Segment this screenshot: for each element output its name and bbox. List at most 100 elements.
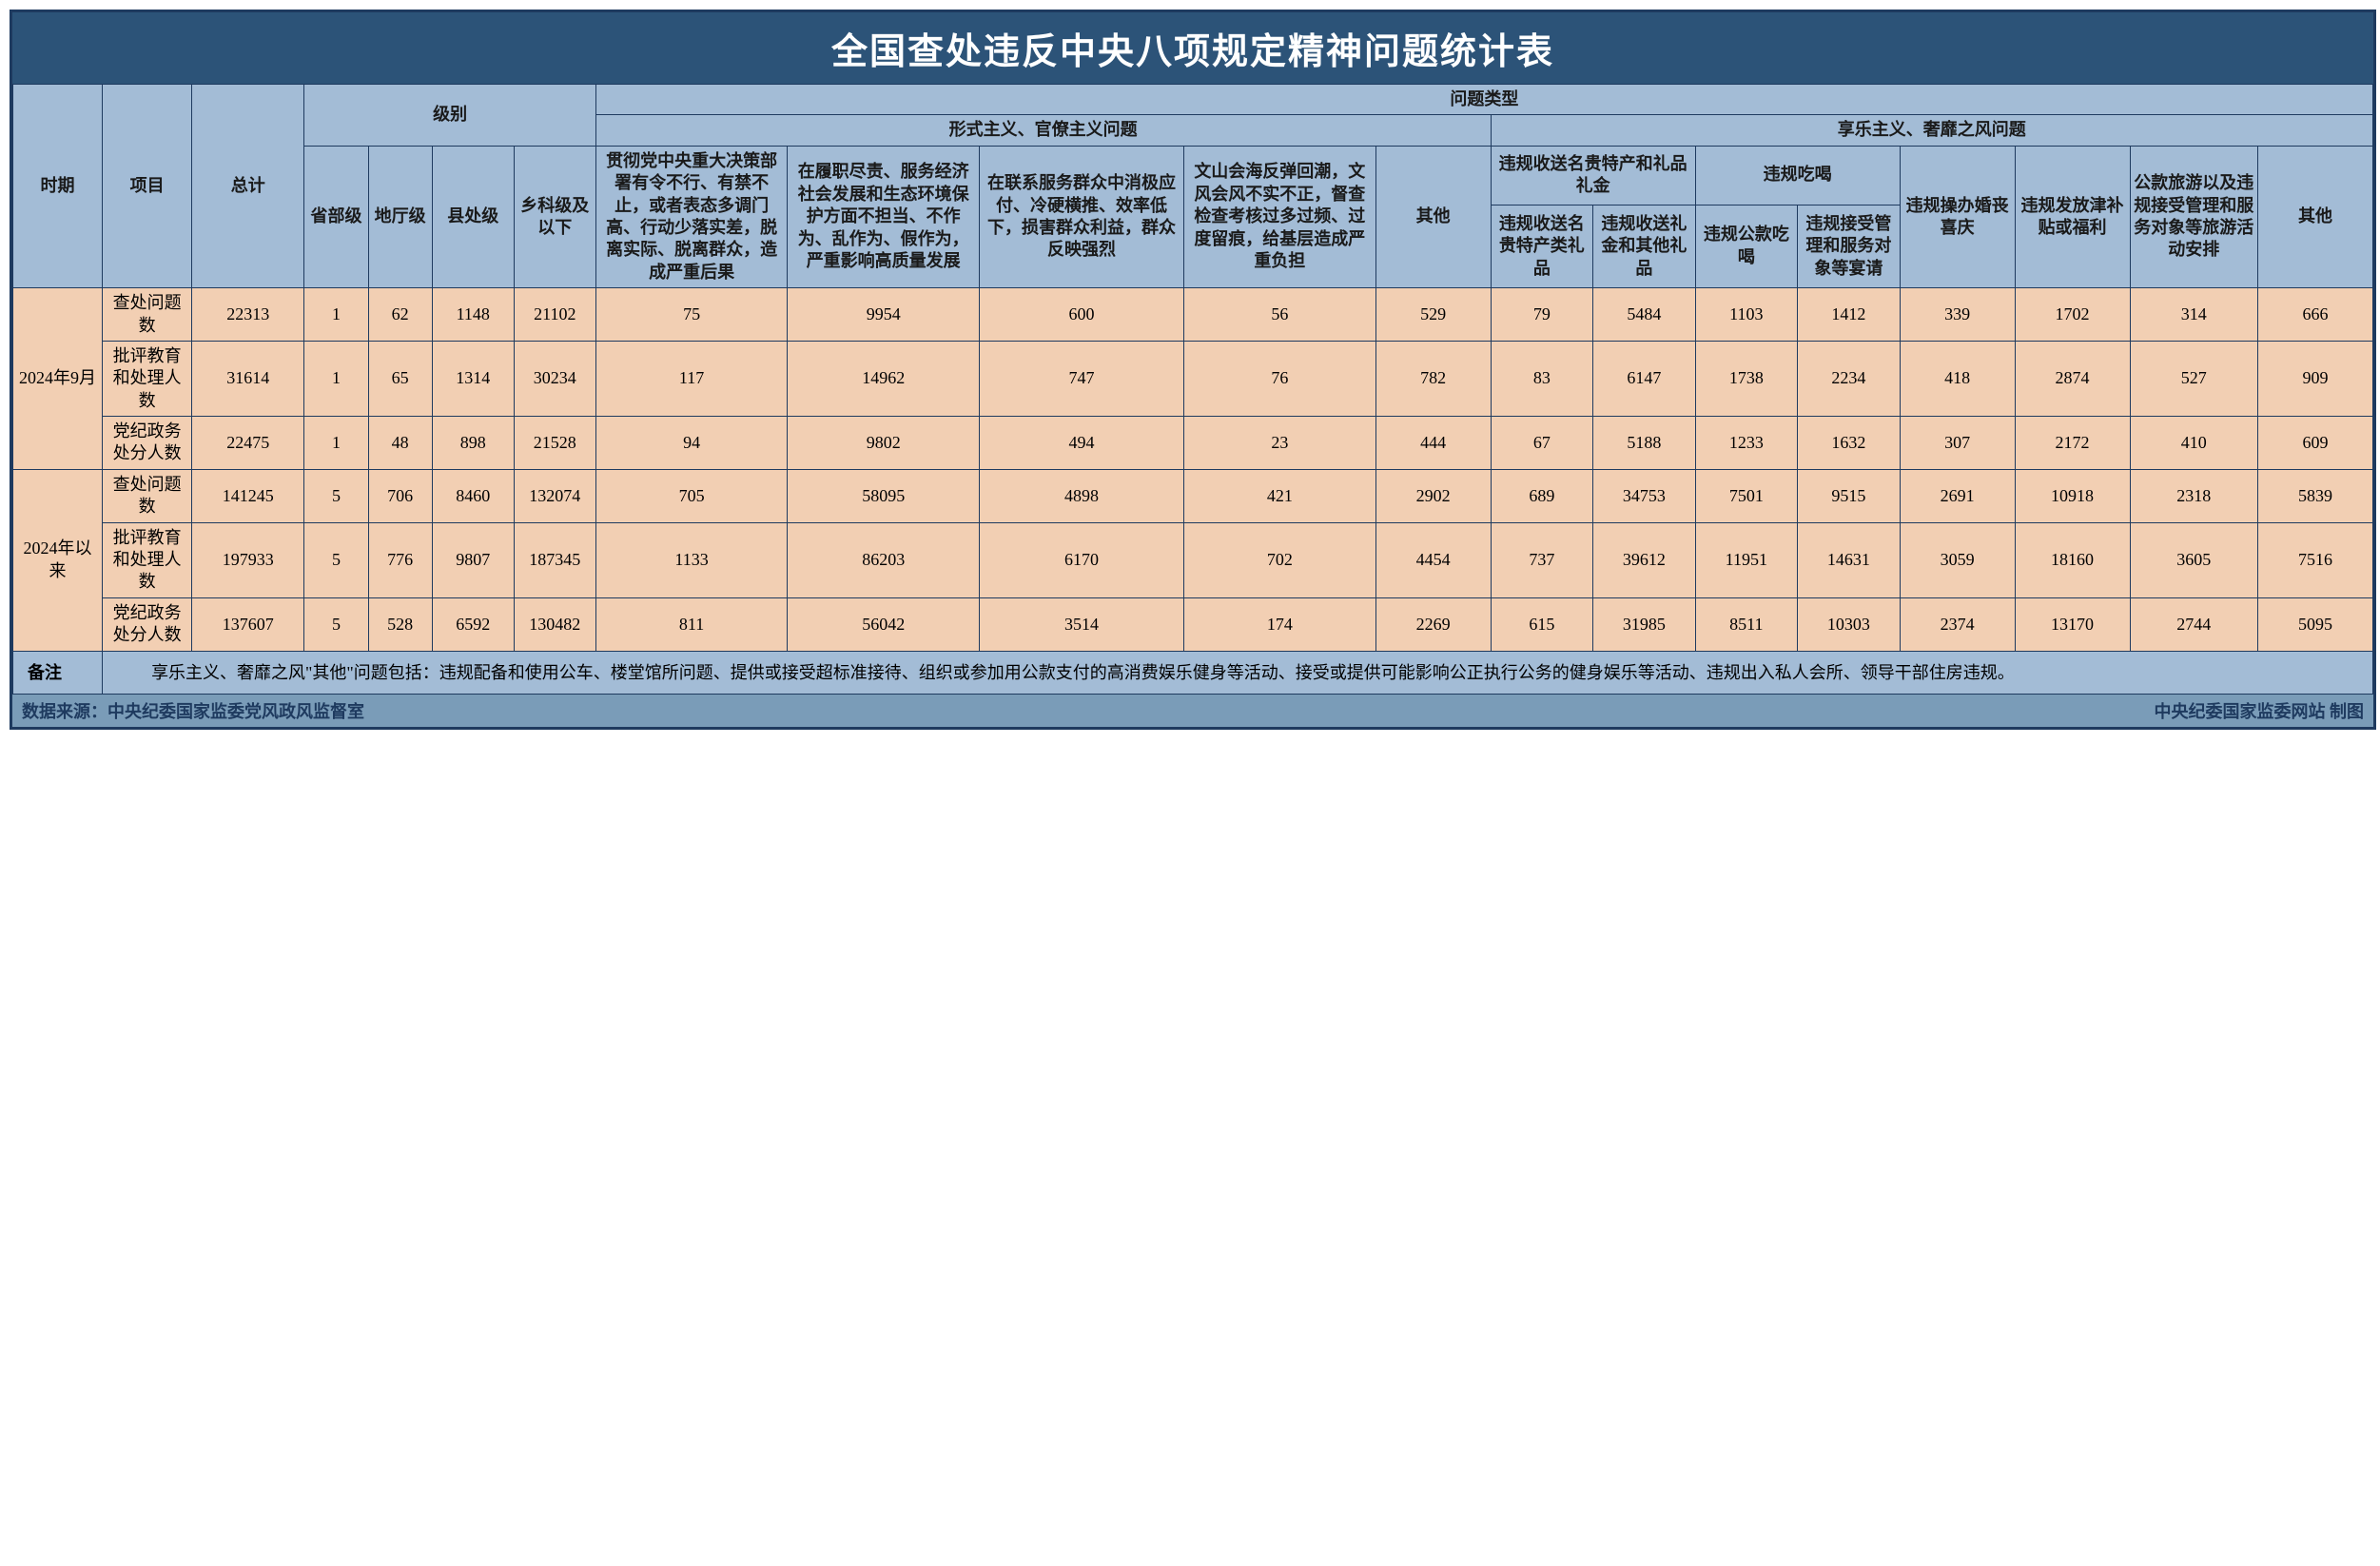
header-dining: 违规吃喝 [1695,146,1900,205]
data-cell: 1314 [432,341,514,416]
table-header: 时期 项目 总计 级别 问题类型 形式主义、官僚主义问题 享乐主义、奢靡之风问题… [13,85,2373,288]
data-cell: 6147 [1593,341,1696,416]
data-cell: 9954 [788,288,980,342]
data-cell: 5484 [1593,288,1696,342]
data-cell: 2902 [1375,469,1491,522]
data-cell: 174 [1184,597,1376,651]
header-allowance: 违规发放津补贴或福利 [2015,146,2130,287]
footer-credit: 中央纪委国家监委网站 制图 [2155,698,2365,723]
main-table: 时期 项目 总计 级别 问题类型 形式主义、官僚主义问题 享乐主义、奢靡之风问题… [12,84,2373,695]
data-cell: 3059 [1900,522,2015,597]
data-cell: 909 [2257,341,2372,416]
data-cell: 1 [304,288,368,342]
data-cell: 83 [1491,341,1593,416]
data-cell: 1148 [432,288,514,342]
data-cell: 4898 [979,469,1183,522]
note-text: 享乐主义、奢靡之风"其他"问题包括：违规配备和使用公车、楼堂馆所问题、提供或接受… [103,651,2373,695]
note-row: 备注 享乐主义、奢靡之风"其他"问题包括：违规配备和使用公车、楼堂馆所问题、提供… [13,651,2373,695]
data-cell: 5 [304,469,368,522]
data-cell: 31985 [1593,597,1696,651]
data-cell: 10303 [1798,597,1901,651]
header-f2: 在履职尽责、服务经济社会发展和生态环境保护方面不担当、不作为、乱作为、假作为，严… [788,146,980,287]
data-cell: 527 [2130,341,2257,416]
data-cell: 18160 [2015,522,2130,597]
data-cell: 418 [1900,341,2015,416]
data-cell: 75 [595,288,788,342]
data-cell: 2744 [2130,597,2257,651]
data-cell: 117 [595,341,788,416]
item-cell: 查处问题数 [103,288,192,342]
data-cell: 187345 [514,522,595,597]
data-cell: 339 [1900,288,2015,342]
data-cell: 8460 [432,469,514,522]
data-cell: 4454 [1375,522,1491,597]
data-cell: 14631 [1798,522,1901,597]
header-dining-sub1: 违规公款吃喝 [1695,205,1798,288]
data-cell: 30234 [514,341,595,416]
header-level: 级别 [304,85,595,147]
data-cell: 2234 [1798,341,1901,416]
header-f3: 在联系服务群众中消极应付、冷硬横推、效率低下，损害群众利益，群众反映强烈 [979,146,1183,287]
data-cell: 86203 [788,522,980,597]
data-cell: 1 [304,417,368,470]
header-gifts-sub2: 违规收送礼金和其他礼品 [1593,205,1696,288]
data-cell: 5 [304,522,368,597]
data-cell: 21528 [514,417,595,470]
data-cell: 21102 [514,288,595,342]
data-cell: 314 [2130,288,2257,342]
header-formalism: 形式主义、官僚主义问题 [595,115,1491,146]
header-wedding: 违规操办婚丧喜庆 [1900,146,2015,287]
table-row: 2024年9月查处问题数2231316211482110275995460056… [13,288,2373,342]
data-cell: 2374 [1900,597,2015,651]
footer: 数据来源：中央纪委国家监委党风政风监督室 中央纪委国家监委网站 制图 [12,695,2373,727]
data-cell: 609 [2257,417,2372,470]
data-cell: 5095 [2257,597,2372,651]
data-cell: 22475 [192,417,304,470]
data-cell: 5 [304,597,368,651]
data-cell: 9802 [788,417,980,470]
data-cell: 14962 [788,341,980,416]
header-f1: 贯彻党中央重大决策部署有令不行、有禁不止，或者表态多调门高、行动少落实差，脱离实… [595,146,788,287]
header-f5: 其他 [1375,146,1491,287]
data-cell: 410 [2130,417,2257,470]
header-prefecture: 地厅级 [368,146,432,287]
data-cell: 48 [368,417,432,470]
data-cell: 62 [368,288,432,342]
data-cell: 13170 [2015,597,2130,651]
data-cell: 2318 [2130,469,2257,522]
data-cell: 94 [595,417,788,470]
table-row: 批评教育和处理人数1979335776980718734511338620361… [13,522,2373,597]
data-cell: 58095 [788,469,980,522]
data-cell: 8511 [1695,597,1798,651]
stats-table-container: 全国查处违反中央八项规定精神问题统计表 时期 项目 总计 级别 问题类型 形式主… [10,10,2376,730]
data-cell: 11951 [1695,522,1798,597]
data-cell: 1702 [2015,288,2130,342]
header-item: 项目 [103,85,192,288]
data-cell: 528 [368,597,432,651]
data-cell: 811 [595,597,788,651]
header-provincial: 省部级 [304,146,368,287]
data-cell: 9807 [432,522,514,597]
data-cell: 23 [1184,417,1376,470]
data-cell: 705 [595,469,788,522]
data-cell: 39612 [1593,522,1696,597]
data-cell: 22313 [192,288,304,342]
data-cell: 776 [368,522,432,597]
data-cell: 56 [1184,288,1376,342]
table-row: 党纪政务处分人数13760755286592130482811560423514… [13,597,2373,651]
data-cell: 3514 [979,597,1183,651]
data-cell: 1738 [1695,341,1798,416]
data-cell: 2691 [1900,469,2015,522]
data-cell: 7501 [1695,469,1798,522]
data-cell: 529 [1375,288,1491,342]
data-cell: 6170 [979,522,1183,597]
data-cell: 67 [1491,417,1593,470]
data-cell: 5839 [2257,469,2372,522]
data-cell: 137607 [192,597,304,651]
period-cell: 2024年9月 [13,288,103,470]
item-cell: 批评教育和处理人数 [103,522,192,597]
data-cell: 6592 [432,597,514,651]
data-cell: 494 [979,417,1183,470]
data-cell: 2269 [1375,597,1491,651]
item-cell: 查处问题数 [103,469,192,522]
